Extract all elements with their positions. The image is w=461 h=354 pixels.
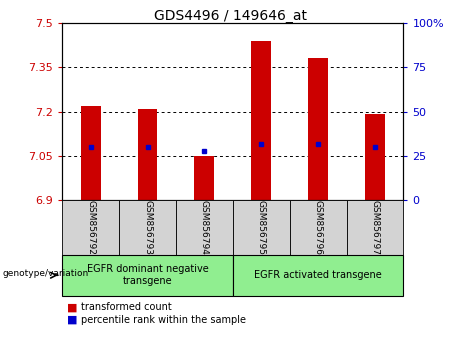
Text: GSM856794: GSM856794 xyxy=(200,200,209,255)
Text: GSM856792: GSM856792 xyxy=(86,200,95,255)
Bar xyxy=(365,114,385,200)
Text: ■: ■ xyxy=(67,315,77,325)
Bar xyxy=(195,156,214,200)
Text: EGFR dominant negative
transgene: EGFR dominant negative transgene xyxy=(87,264,208,286)
Text: genotype/variation: genotype/variation xyxy=(2,269,89,278)
Text: percentile rank within the sample: percentile rank within the sample xyxy=(81,315,246,325)
Bar xyxy=(251,41,271,200)
Text: ■: ■ xyxy=(67,302,77,312)
Bar xyxy=(308,58,328,200)
Text: GSM856795: GSM856795 xyxy=(257,200,266,255)
Text: transformed count: transformed count xyxy=(81,302,171,312)
Bar xyxy=(81,105,100,200)
Text: GSM856797: GSM856797 xyxy=(371,200,379,255)
Text: EGFR activated transgene: EGFR activated transgene xyxy=(254,270,382,280)
Bar xyxy=(137,109,158,200)
Text: GDS4496 / 149646_at: GDS4496 / 149646_at xyxy=(154,9,307,23)
Text: GSM856793: GSM856793 xyxy=(143,200,152,255)
Text: GSM856796: GSM856796 xyxy=(313,200,323,255)
